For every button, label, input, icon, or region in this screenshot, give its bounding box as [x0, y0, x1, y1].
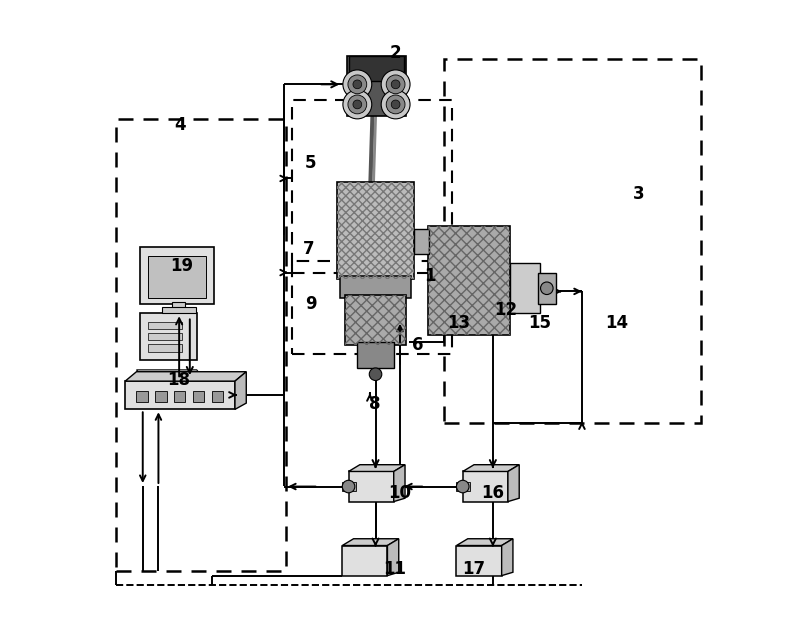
Bar [292, 261, 452, 354]
Bar [140, 313, 197, 360]
Bar [510, 263, 540, 313]
Polygon shape [342, 539, 398, 546]
Text: 13: 13 [446, 314, 470, 332]
Polygon shape [137, 370, 204, 379]
Polygon shape [508, 465, 519, 501]
Text: 1: 1 [424, 266, 436, 285]
Text: 3: 3 [633, 185, 644, 203]
Circle shape [381, 90, 410, 119]
Text: 10: 10 [389, 484, 411, 503]
Text: 12: 12 [494, 301, 517, 319]
Text: 17: 17 [462, 560, 486, 578]
Polygon shape [394, 465, 405, 501]
Bar [345, 294, 406, 345]
Text: 18: 18 [168, 372, 190, 389]
Circle shape [386, 75, 405, 94]
Bar [212, 391, 223, 402]
Circle shape [342, 480, 355, 493]
Circle shape [391, 100, 400, 109]
Bar [292, 100, 452, 273]
Circle shape [343, 90, 372, 119]
Bar [125, 381, 235, 410]
Text: 9: 9 [305, 295, 317, 313]
Circle shape [457, 480, 469, 493]
Bar [174, 391, 186, 402]
Bar [340, 276, 410, 298]
Bar [148, 322, 182, 329]
Polygon shape [125, 372, 246, 381]
Text: 5: 5 [305, 154, 317, 172]
Bar [338, 182, 414, 279]
Bar [148, 256, 206, 298]
Circle shape [348, 95, 366, 114]
Bar [116, 119, 286, 570]
Circle shape [343, 70, 372, 99]
Bar [338, 182, 414, 279]
Bar [162, 307, 196, 313]
Bar [538, 273, 556, 304]
Bar [346, 56, 406, 116]
Bar [349, 56, 404, 81]
Bar [148, 344, 182, 352]
Bar [172, 302, 186, 308]
Polygon shape [349, 465, 405, 472]
Text: 19: 19 [170, 257, 194, 275]
Polygon shape [462, 465, 519, 472]
Bar [155, 391, 166, 402]
Text: 7: 7 [303, 240, 315, 258]
Bar [428, 225, 510, 335]
Polygon shape [457, 539, 513, 546]
Bar [414, 229, 430, 254]
Bar [148, 333, 182, 341]
Bar [444, 60, 701, 423]
Text: 16: 16 [482, 484, 504, 503]
Bar [137, 391, 148, 402]
Bar [358, 342, 394, 368]
Bar [345, 294, 406, 345]
Text: 6: 6 [412, 335, 423, 354]
Circle shape [541, 282, 553, 294]
Circle shape [353, 100, 362, 109]
Circle shape [348, 75, 366, 94]
Bar [428, 225, 510, 335]
Text: 11: 11 [383, 560, 406, 578]
Text: 14: 14 [605, 314, 628, 332]
Bar [193, 391, 204, 402]
Circle shape [381, 70, 410, 99]
Circle shape [370, 368, 382, 380]
Text: 15: 15 [529, 314, 551, 332]
Circle shape [391, 80, 400, 89]
Bar [457, 482, 470, 491]
Text: 8: 8 [369, 396, 381, 413]
Bar [342, 546, 387, 575]
Bar [342, 482, 356, 491]
Polygon shape [387, 539, 398, 575]
Circle shape [353, 80, 362, 89]
Bar [140, 248, 214, 304]
Bar [462, 472, 508, 501]
Bar [457, 546, 502, 575]
Polygon shape [502, 539, 513, 575]
Circle shape [386, 95, 405, 114]
Polygon shape [235, 372, 246, 410]
Bar [349, 472, 394, 501]
Text: 4: 4 [174, 116, 186, 134]
Text: 2: 2 [390, 44, 402, 62]
